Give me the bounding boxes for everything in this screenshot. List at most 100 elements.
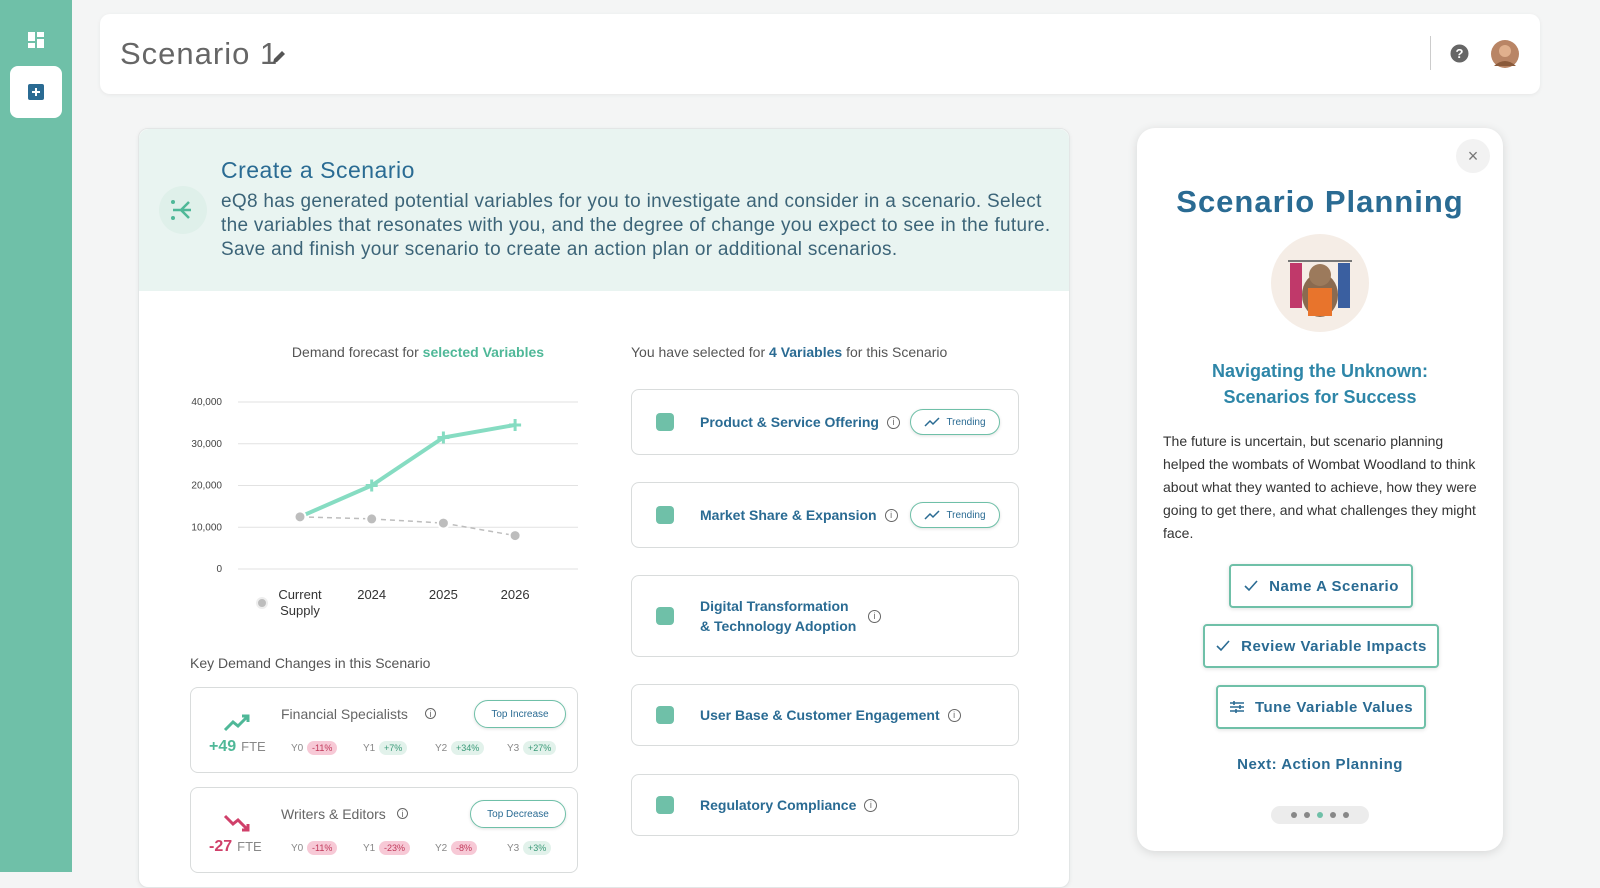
variable-card: User Base & Customer Engagement i bbox=[631, 684, 1019, 746]
panel-button[interactable]: Tune Variable Values bbox=[1216, 685, 1426, 729]
rank-badge[interactable]: Top Increase bbox=[474, 700, 566, 728]
icon-shape bbox=[656, 607, 674, 625]
button-text: Review Variable Impacts bbox=[1241, 637, 1427, 655]
y-tick-label: 0 bbox=[216, 564, 222, 575]
change-value: +49 FTE bbox=[209, 738, 266, 756]
point-marker bbox=[365, 479, 378, 492]
year-label: Y0 bbox=[291, 843, 304, 854]
icon-path bbox=[1229, 701, 1244, 713]
icon-shape bbox=[656, 796, 674, 814]
variable-icon bbox=[656, 506, 674, 524]
variable-name: Digital Transformation & Technology Adop… bbox=[700, 598, 857, 634]
info-icon: i bbox=[947, 708, 961, 722]
role-name: Financial Specialists bbox=[281, 706, 408, 722]
badge-text: Trending bbox=[946, 416, 986, 428]
series-line bbox=[299, 422, 516, 519]
panel-button[interactable]: Review Variable Impacts bbox=[1203, 624, 1439, 668]
series-line bbox=[299, 516, 516, 537]
year-label: Y2 bbox=[435, 843, 448, 854]
arrow bbox=[223, 814, 250, 832]
trend-icon bbox=[924, 417, 940, 427]
y-tick-label: 20,000 bbox=[191, 481, 222, 492]
panel-button[interactable]: Name A Scenario bbox=[1229, 564, 1413, 608]
year-label: Y1 bbox=[363, 743, 376, 754]
trending-badge[interactable]: Trending bbox=[910, 409, 1000, 435]
x-tick-label: Current Supply bbox=[278, 587, 322, 618]
button-text: Name A Scenario bbox=[1269, 577, 1399, 595]
variable-card: Product & Service Offering i Trending bbox=[631, 389, 1019, 455]
help-icon[interactable]: ? bbox=[1450, 44, 1469, 63]
year-change: +3% bbox=[523, 841, 552, 855]
avatar[interactable] bbox=[1491, 40, 1519, 68]
button-text: Tune Variable Values bbox=[1254, 698, 1414, 716]
year-label: Y2 bbox=[435, 743, 448, 754]
intro-band bbox=[139, 129, 1069, 291]
selection-summary: You have selected for 4 Variables for th… bbox=[631, 344, 947, 360]
button-icon bbox=[1244, 580, 1258, 592]
change-unit: FTE bbox=[241, 739, 266, 754]
point-marker bbox=[293, 510, 307, 524]
icon-path bbox=[1216, 640, 1230, 652]
year-change: -11% bbox=[307, 841, 338, 855]
variable-card: Digital Transformation & Technology Adop… bbox=[631, 575, 1019, 657]
active-nav[interactable] bbox=[10, 66, 62, 118]
info-icon: i bbox=[884, 508, 898, 522]
pagination bbox=[1271, 806, 1369, 824]
year-change: -23% bbox=[379, 841, 411, 855]
panel-text: The future is uncertain, but scenario pl… bbox=[1163, 433, 1477, 541]
year-label: Y0 bbox=[291, 743, 304, 754]
info-icon: i bbox=[864, 798, 878, 812]
year-change: -8% bbox=[451, 841, 478, 855]
variable-name: Regulatory Compliance bbox=[700, 797, 857, 813]
change-number: -27 bbox=[209, 838, 233, 855]
badge-text: Trending bbox=[946, 509, 986, 521]
year-change: +34% bbox=[451, 741, 485, 755]
scenario-icon bbox=[28, 84, 44, 100]
chart-title-text: Demand forecast for bbox=[291, 344, 419, 360]
rank-badge[interactable]: Top Decrease bbox=[470, 800, 566, 828]
arrow bbox=[223, 714, 250, 732]
point-marker bbox=[437, 431, 450, 444]
selection-suffix: for this Scenario bbox=[846, 344, 948, 360]
info-icon: i bbox=[425, 708, 436, 719]
variable-icon bbox=[656, 607, 674, 625]
trend-icon bbox=[924, 510, 940, 520]
variable-icon bbox=[656, 413, 674, 431]
chart-title-highlight: selected Variables bbox=[422, 344, 545, 360]
variable-card: Market Share & Expansion i Trending bbox=[631, 482, 1019, 548]
next-link[interactable]: Next: Action Planning bbox=[1237, 756, 1403, 773]
edit-icon[interactable] bbox=[270, 48, 288, 66]
scenario-title: Scenario 1 bbox=[120, 36, 279, 71]
header: Scenario 1 ? bbox=[100, 14, 1540, 94]
y-tick-label: 10,000 bbox=[191, 522, 222, 533]
side-panel: × Scenario Planning Navigating the Unkno… bbox=[1137, 128, 1503, 851]
button-icon bbox=[1216, 640, 1230, 652]
chart-title: Demand forecast for selected Variables bbox=[190, 344, 590, 360]
divider bbox=[1430, 36, 1431, 70]
x-tick-label: 2025 bbox=[428, 587, 458, 602]
svg-text:?: ? bbox=[1456, 46, 1464, 61]
button-icon bbox=[1229, 701, 1244, 713]
key-change-card: +49 FTE Financial Specialists i Top Increase… bbox=[190, 687, 578, 773]
trending-badge[interactable]: Trending bbox=[910, 502, 1000, 528]
trend-arrow bbox=[223, 714, 250, 732]
trend-line bbox=[924, 510, 940, 520]
role-name: Writers & Editors bbox=[281, 806, 386, 822]
change-value: -27 FTE bbox=[209, 838, 262, 856]
icon-shape bbox=[656, 706, 674, 724]
variable-icon bbox=[656, 706, 674, 724]
key-changes-title: Key Demand Changes in this Scenario bbox=[190, 655, 431, 671]
point-marker bbox=[436, 516, 450, 530]
info-icon: i bbox=[397, 808, 408, 819]
intro-title: Create a Scenario bbox=[221, 157, 415, 183]
dashboard-icon[interactable] bbox=[28, 32, 44, 48]
trend-arrow bbox=[223, 814, 250, 832]
icon-shape bbox=[656, 506, 674, 524]
close-button[interactable]: × bbox=[1456, 139, 1490, 173]
variable-name: Market Share & Expansion bbox=[700, 507, 877, 523]
selection-count: 4 Variables bbox=[769, 344, 843, 360]
info-icon: i bbox=[868, 609, 881, 623]
sidebar bbox=[0, 0, 72, 872]
panel-subtitle: Navigating the Unknown: Scenarios for Su… bbox=[1212, 361, 1428, 407]
